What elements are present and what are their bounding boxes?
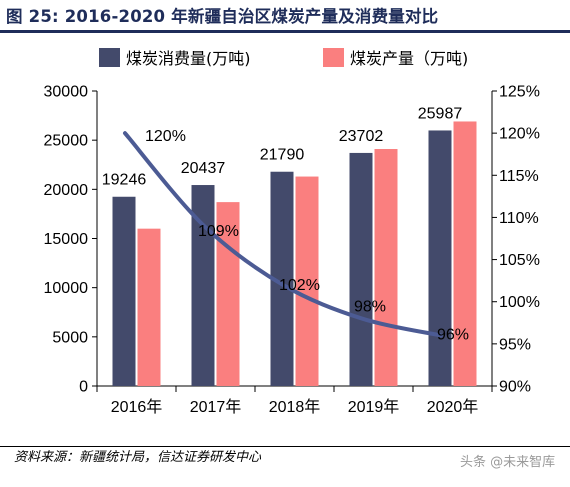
legend-swatch-production	[323, 48, 344, 67]
legend-label-consumption: 煤炭消费量(万吨)	[126, 49, 251, 68]
consumption-bar	[270, 171, 294, 386]
left-tick-label: 15000	[44, 231, 89, 248]
coal-chart: 0 5000 10000 15000 20000 25000 30000 90% 95% 100%…	[44, 48, 540, 416]
source-divider	[0, 446, 570, 447]
production-bar	[374, 149, 398, 386]
x-tick-label: 2016年	[111, 398, 163, 416]
x-tick-label: 2018年	[269, 398, 321, 416]
x-tick-label: 2017年	[190, 398, 242, 416]
ratio-data-label: 120%	[145, 128, 186, 145]
watermark: 头条 @未来智库	[460, 455, 556, 470]
left-tick-label: 5000	[52, 329, 88, 346]
consumption-data-label: 19246	[102, 172, 147, 189]
legend-label-production: 煤炭产量（万吨)	[350, 49, 468, 68]
consumption-bar	[191, 185, 215, 386]
right-tick-label: 105%	[499, 252, 540, 269]
right-tick-label: 125%	[499, 84, 540, 101]
right-tick-label: 120%	[499, 126, 540, 143]
consumption-data-label: 23702	[339, 128, 384, 145]
right-tick-label: 110%	[499, 210, 539, 227]
consumption-bar	[428, 130, 452, 386]
left-tick-label: 10000	[44, 280, 89, 297]
production-bar	[295, 176, 319, 386]
ratio-data-label: 96%	[437, 326, 469, 343]
title-divider	[0, 30, 570, 33]
left-tick-label: 0	[79, 379, 88, 396]
legend-swatch-consumption	[99, 48, 120, 67]
right-tick-label: 95%	[499, 336, 531, 353]
consumption-data-label: 21790	[260, 147, 305, 164]
consumption-bar	[112, 196, 136, 386]
production-bar	[216, 202, 240, 386]
x-tick-label: 2019年	[348, 398, 400, 416]
source-note: 资料来源：新疆统计局，信达证券研发中心	[14, 450, 262, 465]
consumption-data-label: 20437	[181, 160, 226, 177]
left-tick-label: 20000	[44, 182, 89, 199]
right-tick-label: 90%	[499, 379, 531, 396]
ratio-data-label: 102%	[279, 277, 320, 294]
ratio-data-label: 98%	[354, 299, 386, 316]
left-tick-label: 30000	[44, 84, 89, 101]
ratio-data-label: 109%	[198, 223, 239, 240]
left-tick-label: 25000	[44, 133, 89, 150]
consumption-bar	[349, 152, 373, 386]
production-bar	[453, 121, 477, 386]
consumption-data-label: 25987	[418, 105, 463, 122]
production-bar	[137, 228, 161, 386]
x-tick-label: 2020年	[427, 398, 479, 416]
right-tick-label: 100%	[499, 294, 540, 311]
figure-title: 图 25: 2016-2020 年新疆自治区煤炭产量及消费量对比	[6, 7, 439, 26]
right-tick-label: 115%	[499, 168, 539, 185]
